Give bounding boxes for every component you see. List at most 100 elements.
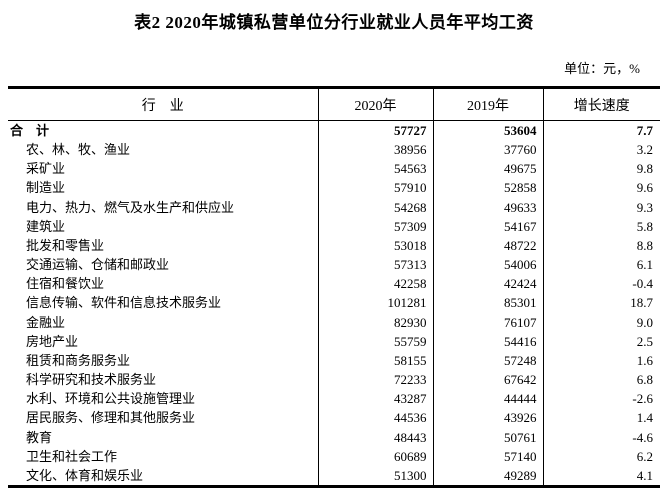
table-row: 文化、体育和娱乐业 51300 49289 4.1 — [8, 465, 660, 487]
value-2020-cell: 38956 — [317, 140, 433, 160]
value-2019-cell: 54167 — [432, 216, 543, 236]
value-2019-cell: 49633 — [432, 197, 543, 217]
industry-cell: 制造业 — [26, 180, 66, 196]
growth-cell: 6.1 — [542, 255, 660, 275]
wage-table: 行 业 2020年 2019年 增长速度 合 计 57727 53604 7.7 农、林… — [8, 86, 660, 488]
table-row: 批发和零售业 53018 48722 8.8 — [8, 235, 660, 256]
growth-cell: 9.0 — [542, 312, 660, 332]
value-2020-cell: 60689 — [317, 446, 433, 466]
value-2019-cell: 54416 — [432, 331, 543, 351]
value-2019-cell: 85301 — [432, 293, 543, 313]
value-2019-cell: 57248 — [432, 350, 543, 371]
value-2019-cell: 44444 — [432, 389, 543, 409]
industry-cell: 文化、体育和娱乐业 — [26, 467, 144, 483]
value-2020-cell: 53018 — [317, 235, 433, 256]
table-row: 科学研究和技术服务业 72233 67642 6.8 — [8, 370, 660, 390]
value-2019-cell: 42424 — [432, 274, 543, 294]
value-2020-cell: 58155 — [317, 350, 433, 371]
industry-cell: 交通运输、仓储和邮政业 — [26, 257, 170, 273]
document-page: 表2 2020年城镇私营单位分行业就业人员年平均工资 单位：元，% 行 业 20… — [0, 12, 668, 494]
table-row: 租赁和商务服务业 58155 57248 1.6 — [8, 350, 660, 371]
table-row: 卫生和社会工作 60689 57140 6.2 — [8, 446, 660, 466]
col-header-growth: 增长速度 — [542, 87, 660, 121]
industry-cell: 批发和零售业 — [26, 237, 105, 253]
value-2019-cell: 50761 — [432, 427, 543, 447]
table-row: 教育 48443 50761 -4.6 — [8, 427, 660, 447]
growth-cell: 18.7 — [542, 293, 660, 313]
value-2020-cell: 43287 — [317, 389, 433, 409]
table-row: 金融业 82930 76107 9.0 — [8, 312, 660, 332]
table-row: 采矿业 54563 49675 9.8 — [8, 159, 660, 179]
col-header-2019: 2019年 — [432, 87, 543, 121]
table-row: 房地产业 55759 54416 2.5 — [8, 331, 660, 351]
table-row: 合 计 57727 53604 7.7 — [8, 120, 660, 141]
value-2019-cell: 52858 — [432, 178, 543, 198]
growth-cell: 9.3 — [542, 197, 660, 217]
value-2020-cell: 55759 — [317, 331, 433, 351]
value-2020-cell: 42258 — [317, 274, 433, 294]
growth-cell: 6.2 — [542, 446, 660, 466]
industry-cell: 卫生和社会工作 — [26, 448, 118, 464]
col-header-industry: 行 业 — [8, 87, 318, 121]
growth-cell: 5.8 — [542, 216, 660, 236]
value-2019-cell: 49675 — [432, 159, 543, 179]
value-2020-cell: 57727 — [317, 120, 433, 141]
growth-cell: 3.2 — [542, 140, 660, 160]
table-row: 交通运输、仓储和邮政业 57313 54006 6.1 — [8, 255, 660, 275]
industry-cell: 居民服务、修理和其他服务业 — [26, 410, 196, 426]
value-2019-cell: 67642 — [432, 370, 543, 390]
value-2019-cell: 54006 — [432, 255, 543, 275]
value-2019-cell: 57140 — [432, 446, 543, 466]
value-2019-cell: 43926 — [432, 408, 543, 428]
value-2020-cell: 101281 — [317, 293, 433, 313]
value-2019-cell: 49289 — [432, 465, 543, 487]
value-2020-cell: 57910 — [317, 178, 433, 198]
growth-cell: 9.6 — [542, 178, 660, 198]
table-row: 住宿和餐饮业 42258 42424 -0.4 — [8, 274, 660, 294]
unit-label: 单位：元，% — [564, 61, 640, 76]
growth-cell: 9.8 — [542, 159, 660, 179]
value-2019-cell: 37760 — [432, 140, 543, 160]
table-row: 农、林、牧、渔业 38956 37760 3.2 — [8, 140, 660, 160]
value-2019-cell: 76107 — [432, 312, 543, 332]
industry-cell: 住宿和餐饮业 — [26, 276, 105, 292]
growth-cell: -2.6 — [542, 389, 660, 409]
industry-cell: 租赁和商务服务业 — [26, 352, 131, 368]
col-header-2020: 2020年 — [317, 87, 433, 121]
industry-cell: 合 计 — [10, 123, 50, 138]
value-2020-cell: 57313 — [317, 255, 433, 275]
growth-cell: 4.1 — [542, 465, 660, 487]
growth-cell: 7.7 — [542, 120, 660, 141]
industry-cell: 水利、环境和公共设施管理业 — [26, 391, 196, 407]
table-header-row: 行 业 2020年 2019年 增长速度 — [8, 87, 660, 121]
table-row: 居民服务、修理和其他服务业 44536 43926 1.4 — [8, 408, 660, 428]
growth-cell: 1.4 — [542, 408, 660, 428]
growth-cell: -0.4 — [542, 274, 660, 294]
industry-cell: 信息传输、软件和信息技术服务业 — [26, 295, 222, 311]
value-2019-cell: 48722 — [432, 235, 543, 256]
table-title: 表2 2020年城镇私营单位分行业就业人员年平均工资 — [134, 13, 534, 32]
value-2020-cell: 44536 — [317, 408, 433, 428]
industry-cell: 电力、热力、燃气及水生产和供应业 — [26, 199, 235, 215]
table-body: 合 计 57727 53604 7.7 农、林、牧、渔业 38956 37760 3.2 采矿业… — [8, 120, 660, 487]
industry-cell: 采矿业 — [26, 161, 66, 177]
value-2020-cell: 82930 — [317, 312, 433, 332]
growth-cell: 1.6 — [542, 350, 660, 371]
value-2020-cell: 57309 — [317, 216, 433, 236]
industry-cell: 科学研究和技术服务业 — [26, 372, 157, 388]
table-row: 建筑业 57309 54167 5.8 — [8, 216, 660, 236]
industry-cell: 房地产业 — [26, 333, 79, 349]
table-row: 水利、环境和公共设施管理业 43287 44444 -2.6 — [8, 389, 660, 409]
industry-cell: 农、林、牧、渔业 — [26, 142, 131, 158]
industry-cell: 教育 — [26, 429, 53, 445]
growth-cell: 2.5 — [542, 331, 660, 351]
growth-cell: -4.6 — [542, 427, 660, 447]
industry-cell: 金融业 — [26, 314, 66, 330]
table-row: 制造业 57910 52858 9.6 — [8, 178, 660, 198]
table-row: 电力、热力、燃气及水生产和供应业 54268 49633 9.3 — [8, 197, 660, 217]
value-2020-cell: 51300 — [317, 465, 433, 487]
value-2020-cell: 54563 — [317, 159, 433, 179]
value-2020-cell: 48443 — [317, 427, 433, 447]
industry-cell: 建筑业 — [26, 218, 66, 234]
value-2020-cell: 72233 — [317, 370, 433, 390]
